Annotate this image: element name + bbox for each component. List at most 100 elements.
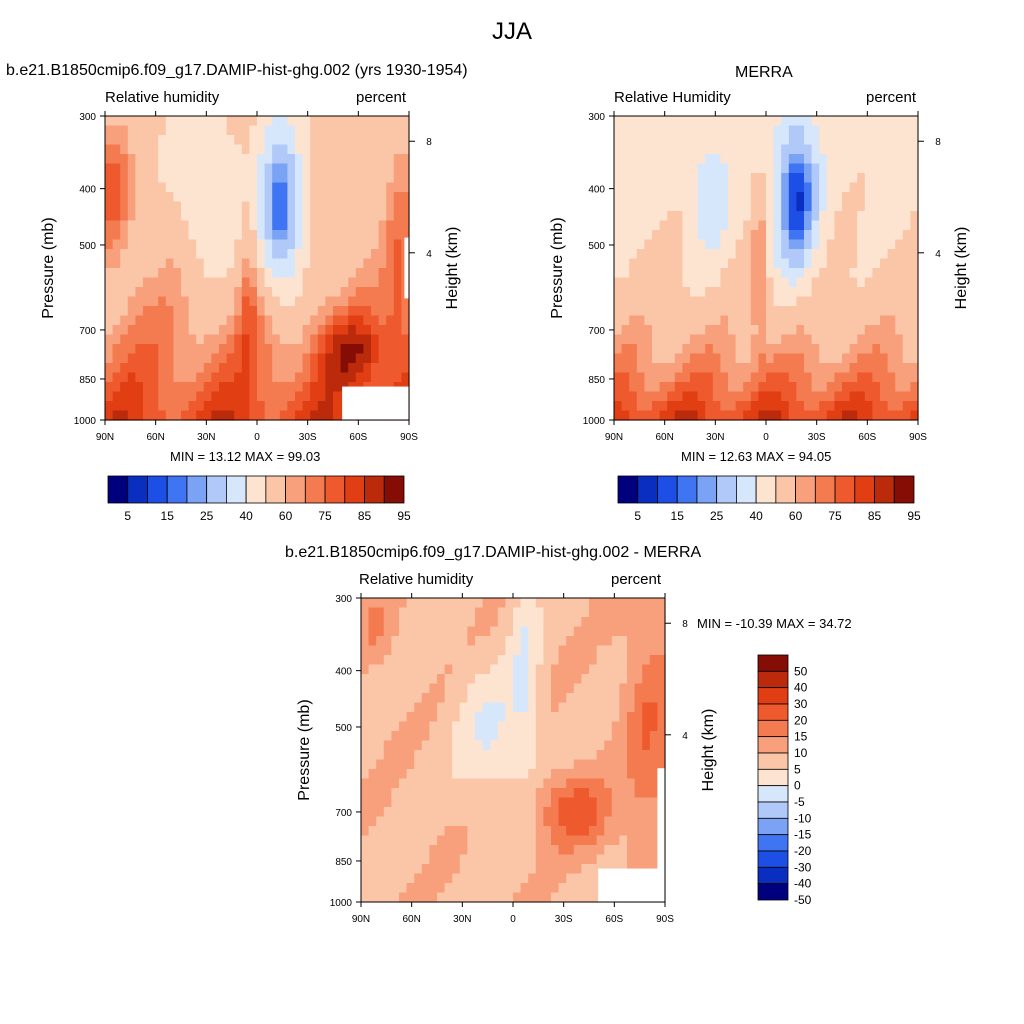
panel3-height-axis-label: Height (km) — [700, 709, 717, 792]
panel2-y-tick-label: 700 — [588, 326, 605, 337]
panel2-colorbar-label: 15 — [671, 509, 685, 523]
panel3-y-tick-label: 850 — [335, 857, 352, 868]
panel2-colorbar-box — [795, 475, 816, 504]
panel3-colorbar-box — [757, 736, 789, 754]
panel2-y-tick-label: 1000 — [583, 416, 606, 427]
panel2-colorbar-box — [834, 475, 856, 504]
panel1-x-tick-label: 0 — [254, 432, 260, 443]
panel2-colorbar-box — [676, 475, 698, 504]
panel1-missing-data — [404, 237, 409, 299]
panel3-colorbar-label: -10 — [794, 811, 812, 825]
panel1-y-tick-label: 700 — [79, 326, 96, 337]
panel2-x-tick-label: 30N — [706, 432, 724, 443]
panel1-y-tick-label: 300 — [79, 112, 96, 123]
panel1-colorbar-box — [344, 475, 365, 504]
panel2-colorbar-box — [736, 475, 757, 504]
panel1-x-tick-label: 60N — [146, 432, 164, 443]
panel3-colorbar-label: -20 — [794, 844, 812, 858]
panel3-colorbar-label: 10 — [794, 746, 808, 760]
panel2-x-tick-label: 90N — [605, 432, 623, 443]
panel2-x-tick-label: 60S — [858, 432, 876, 443]
panel3-y-tick-label: 700 — [335, 808, 352, 819]
panel3-x-tick-label: 30N — [453, 914, 471, 925]
panel3-colorbar-label: -30 — [794, 860, 812, 874]
panel3-x-tick-label: 30S — [555, 914, 573, 925]
panel1-x-tick-label: 30S — [299, 432, 317, 443]
panel3-y-tick-label: 300 — [335, 594, 352, 605]
panel3-right-subtitle: percent — [611, 571, 662, 588]
figure-title: JJA — [491, 18, 532, 45]
panel2-colorbar-box — [657, 475, 678, 504]
panel3-left-subtitle: Relative humidity — [359, 571, 474, 588]
panel2-right-subtitle: percent — [866, 89, 917, 106]
panel1-colorbar-box — [324, 475, 346, 504]
panel3-colorbar-label: 0 — [794, 779, 801, 793]
panel3-colorbar-label: 5 — [794, 762, 801, 776]
panel2-height-axis-label: Height (km) — [953, 227, 970, 310]
panel2-colorbar-box — [874, 475, 895, 504]
panel3-colorbar-box — [757, 883, 789, 901]
panel3-colorbar-box — [757, 719, 789, 738]
panel2-colorbar-box — [617, 475, 639, 504]
panel1-right-subtitle: percent — [356, 89, 407, 106]
panel1-plot-area — [105, 116, 410, 421]
panel3-colorbar-label: 50 — [794, 664, 808, 678]
panel3-colorbar-label: -40 — [794, 877, 812, 891]
panel1-colorbar-label: 15 — [161, 509, 175, 523]
panel1-colorbar-box — [186, 475, 208, 504]
panel2-colorbar-box — [775, 475, 796, 504]
panel2-colorbar-box — [755, 475, 777, 504]
panel3-colorbar-box — [757, 866, 789, 885]
panel1-y-tick-label: 1000 — [74, 416, 97, 427]
panel1-colorbar-box — [107, 475, 129, 504]
panel2-y-tick-label: 300 — [588, 112, 605, 123]
panel1-height-axis-label: Height (km) — [444, 227, 461, 310]
panel2-y-tick-label: 500 — [588, 241, 605, 252]
panel2-colorbar-label: 95 — [907, 509, 921, 523]
panel2-colorbar-label: 25 — [710, 509, 724, 523]
panel1-colorbar-label: 95 — [397, 509, 411, 523]
panel1-y-tick-label: 850 — [79, 375, 96, 386]
panel3-missing-data — [657, 768, 665, 902]
panel3-colorbar-box — [757, 670, 789, 689]
panel1-x-tick-label: 90S — [400, 432, 418, 443]
panel2-y-axis-label: Pressure (mb) — [549, 217, 566, 318]
panel2-x-tick-label: 0 — [763, 432, 769, 443]
panel3-y-tick-label: 1000 — [330, 898, 353, 909]
panel3-colorbar-box — [757, 768, 789, 787]
panel3-colorbar-box — [757, 703, 789, 721]
panel1-y-tick-label: 400 — [79, 185, 96, 196]
panel3-y-axis-label: Pressure (mb) — [296, 699, 313, 800]
panel1-colorbar-box — [304, 475, 326, 504]
panel2-colorbar-box — [716, 475, 737, 504]
panel2-title: MERRA — [735, 64, 793, 81]
panel1-colorbar-box — [265, 475, 287, 504]
panel3-missing-data — [598, 868, 665, 902]
panel2-colorbar-label: 60 — [789, 509, 803, 523]
panel2-x-tick-label: 60N — [655, 432, 673, 443]
panel1-colorbar-box — [147, 475, 168, 504]
panel2-colorbar-box — [854, 475, 875, 504]
panel2-colorbar-label: 85 — [868, 509, 882, 523]
panel3-colorbar-label: -5 — [794, 795, 805, 809]
panel3-height-tick-label: 8 — [682, 619, 688, 630]
panel1-height-tick-label: 8 — [426, 137, 432, 148]
panel2-colorbar-box — [893, 475, 915, 504]
panel1-x-tick-label: 30N — [197, 432, 215, 443]
panel3-title: b.e21.B1850cmip6.f09_g17.DAMIP-hist-ghg.… — [285, 544, 702, 561]
panel3-height-tick-label: 4 — [682, 731, 688, 742]
panel2-plot-area — [614, 116, 919, 421]
panel1-colorbar-label: 5 — [124, 509, 131, 523]
panel3-y-tick-label: 400 — [335, 667, 352, 678]
panel1-colorbar-label: 75 — [318, 509, 332, 523]
panel1-colorbar-box — [364, 475, 385, 504]
panel2-x-tick-label: 30S — [808, 432, 826, 443]
panel2-colorbar-label: 40 — [749, 509, 763, 523]
panel3-colorbar-label: 15 — [794, 730, 808, 744]
panel1-colorbar-label: 85 — [358, 509, 372, 523]
panel3-colorbar-label: 40 — [794, 681, 808, 695]
panel1-y-tick-label: 500 — [79, 241, 96, 252]
panel3-colorbar-box — [757, 834, 789, 852]
panel2-y-tick-label: 850 — [588, 375, 605, 386]
